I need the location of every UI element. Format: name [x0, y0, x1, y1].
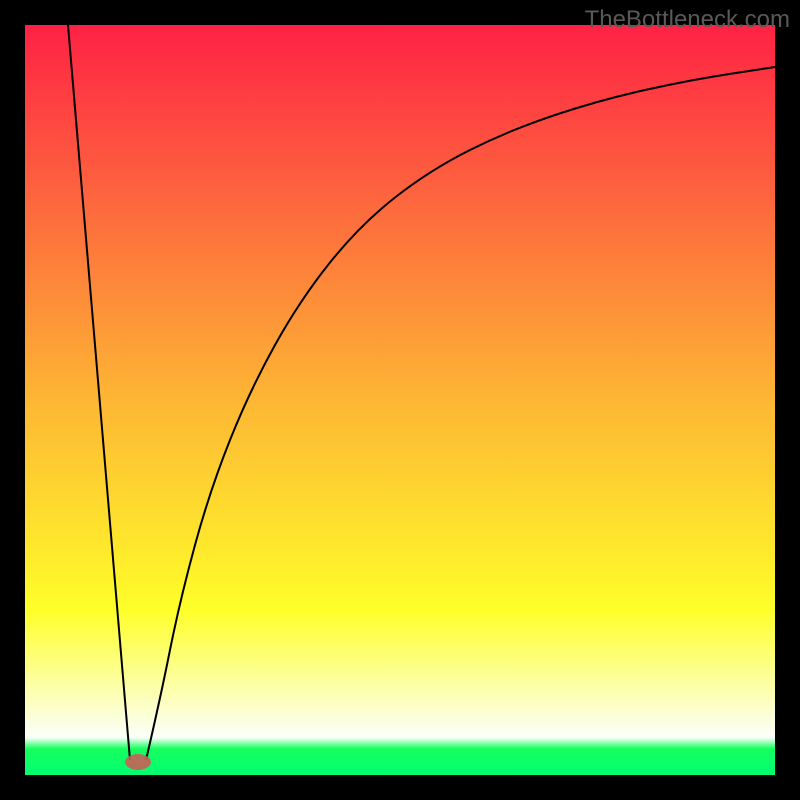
minimum-marker [125, 754, 151, 770]
plot-area [25, 25, 775, 775]
watermark-text: TheBottleneck.com [585, 6, 790, 34]
bottleneck-chart: TheBottleneck.com [0, 0, 800, 800]
chart-svg [0, 0, 800, 800]
